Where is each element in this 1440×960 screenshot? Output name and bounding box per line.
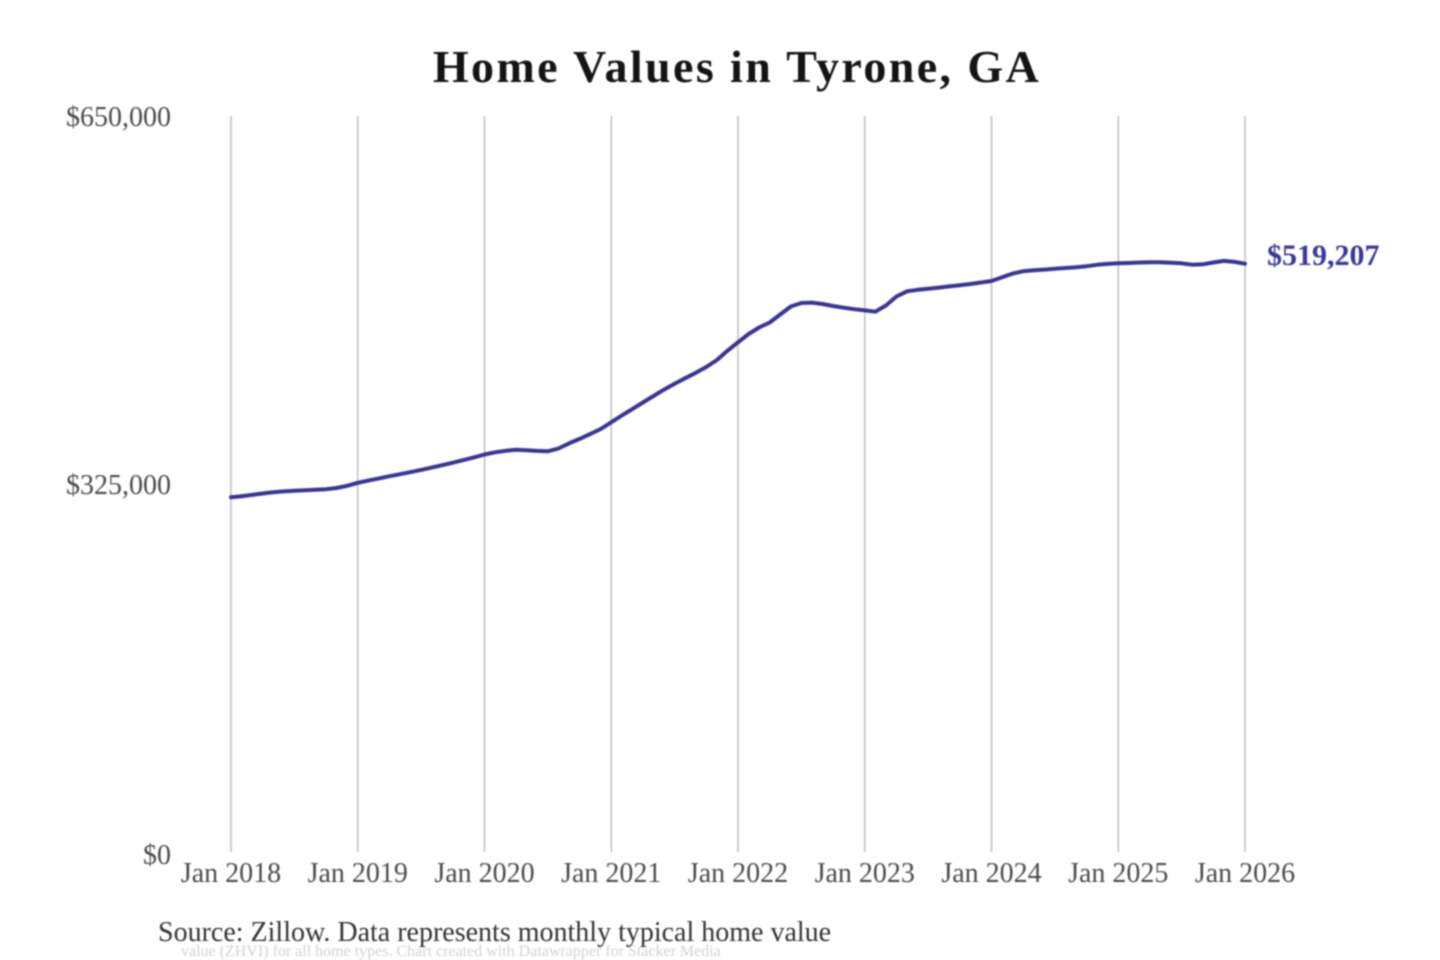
svg-text:Source: Zillow. Data represent: Source: Zillow. Data represents monthly …: [158, 917, 831, 948]
svg-text:$325,000: $325,000: [66, 470, 171, 501]
svg-text:Jan 2018: Jan 2018: [181, 858, 281, 889]
svg-text:Jan 2022: Jan 2022: [688, 858, 788, 889]
svg-text:Jan 2024: Jan 2024: [941, 858, 1041, 889]
svg-text:$519,207: $519,207: [1267, 239, 1380, 272]
svg-text:value (ZHVI) for all home type: value (ZHVI) for all home types. Chart c…: [181, 943, 721, 960]
svg-text:Jan 2026: Jan 2026: [1195, 858, 1295, 889]
svg-text:Jan 2019: Jan 2019: [308, 858, 408, 889]
svg-text:Jan 2021: Jan 2021: [561, 858, 661, 889]
svg-text:Jan 2025: Jan 2025: [1068, 858, 1168, 889]
svg-text:Jan 2023: Jan 2023: [815, 858, 915, 889]
svg-text:$650,000: $650,000: [66, 102, 171, 133]
svg-text:$0: $0: [143, 840, 171, 871]
svg-text:Jan 2020: Jan 2020: [434, 858, 534, 889]
svg-text:Home Values in Tyrone, GA: Home Values in Tyrone, GA: [433, 41, 1041, 92]
